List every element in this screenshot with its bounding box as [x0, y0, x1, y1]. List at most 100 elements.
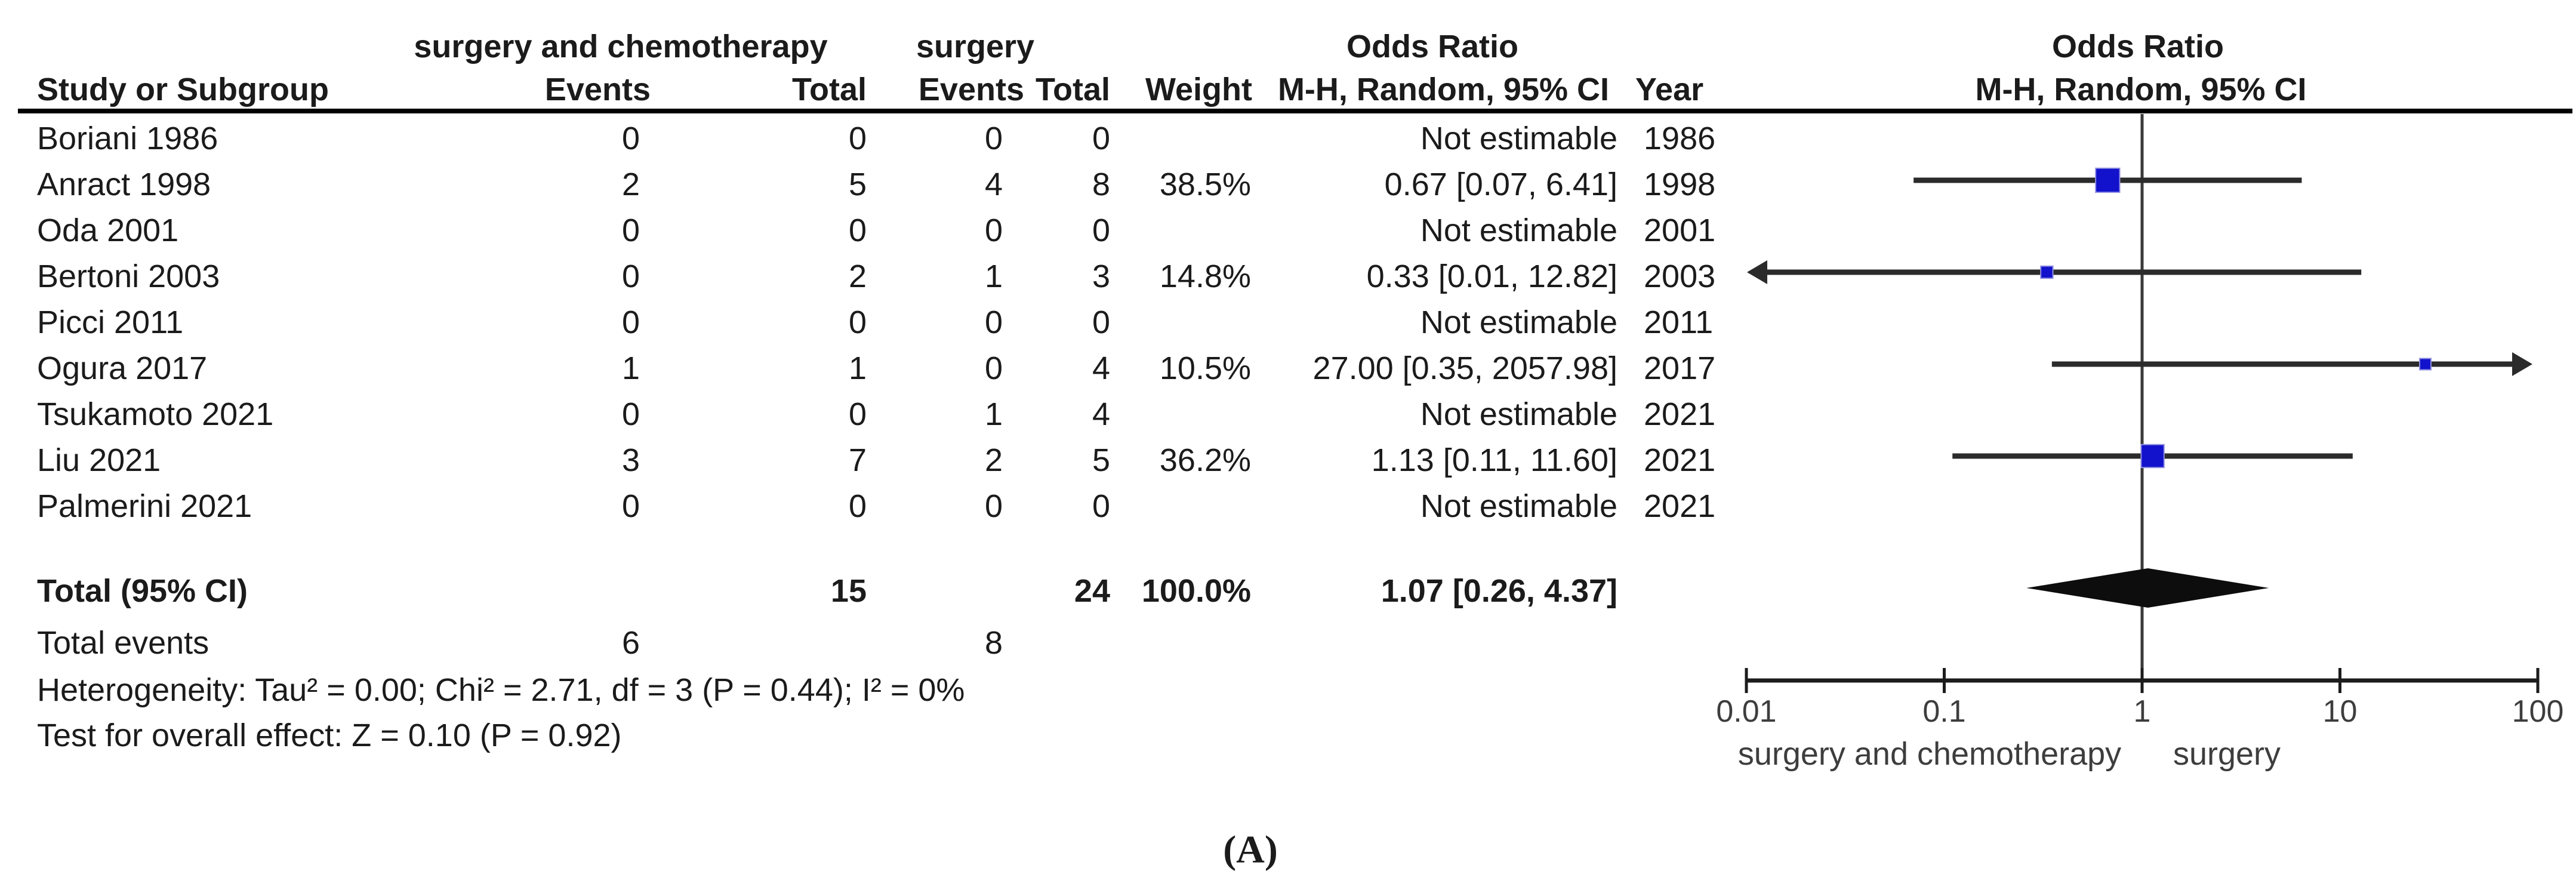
- cell-study-name: Liu 2021: [37, 442, 161, 478]
- effect-square-2: [2418, 358, 2432, 371]
- cell-events1: 0: [621, 121, 640, 156]
- cell-or-ci: 1.13 [0.11, 11.60]: [1371, 442, 1617, 478]
- cell-or-ci: Not estimable: [1420, 396, 1617, 432]
- cell-events2: 0: [984, 121, 1003, 156]
- subheader-mh-ci-plot: M-H, Random, 95% CI: [1975, 72, 2307, 107]
- cell-study-name: Oda 2001: [37, 213, 179, 248]
- clip-arrow-right-icon: [2512, 352, 2532, 376]
- cell-weight: 36.2%: [1159, 442, 1251, 478]
- x-tick-label: 10: [2322, 694, 2358, 729]
- effect-square-3: [2140, 444, 2165, 469]
- cell-events1: 0: [621, 396, 640, 432]
- total-events-group2: 8: [984, 625, 1003, 661]
- overall-effect-text: Test for overall effect: Z = 0.10 (P = 0…: [37, 718, 622, 753]
- cell-total2: 4: [1092, 396, 1110, 432]
- cell-study-name: Boriani 1986: [37, 121, 218, 156]
- clip-arrow-left-icon: [1747, 260, 1767, 284]
- cell-events1: 0: [621, 213, 640, 248]
- cell-events2: 0: [984, 488, 1003, 524]
- heterogeneity-text: Heterogeneity: Tau² = 0.00; Chi² = 2.71,…: [37, 672, 965, 708]
- cell-total2: 4: [1092, 350, 1110, 386]
- total-events-label: Total events: [37, 625, 209, 661]
- cell-total1: 0: [848, 121, 867, 156]
- x-tick-label: 100: [2512, 694, 2564, 729]
- cell-or-ci: 0.67 [0.07, 6.41]: [1384, 167, 1617, 202]
- cell-events2: 1: [984, 396, 1003, 432]
- cell-events1: 0: [621, 488, 640, 524]
- cell-total1: 0: [848, 396, 867, 432]
- cell-weight: 10.5%: [1159, 350, 1251, 386]
- cell-total1: 1: [848, 350, 867, 386]
- cell-year: 2021: [1644, 396, 1716, 432]
- cell-year: 2021: [1644, 442, 1716, 478]
- cell-total1: 2: [848, 258, 867, 294]
- group2-header: surgery: [916, 29, 1035, 64]
- cell-events1: 3: [621, 442, 640, 478]
- subheader-weight: Weight: [1145, 72, 1252, 107]
- cell-events1: 0: [621, 304, 640, 340]
- summary-diamond: [2026, 568, 2269, 608]
- cell-study-name: Bertoni 2003: [37, 258, 220, 294]
- plot-column-header: Odds Ratio: [2051, 29, 2224, 64]
- cell-year: 1986: [1644, 121, 1716, 156]
- cell-events1: 0: [621, 258, 640, 294]
- x-tick-label: 0.1: [1922, 694, 1966, 729]
- x-tick-label: 0.01: [1716, 694, 1777, 729]
- header-rule: [18, 109, 2572, 113]
- axis-footer-left: surgery and chemotherapy: [1737, 736, 2122, 772]
- subheader-total2: Total: [1036, 72, 1110, 107]
- total-row-label: Total (95% CI): [37, 573, 248, 609]
- cell-year: 2021: [1644, 488, 1716, 524]
- effect-square-1: [2040, 265, 2054, 279]
- x-tick-label: 1: [2133, 694, 2151, 729]
- cell-or-ci: 0.33 [0.01, 12.82]: [1366, 258, 1617, 294]
- effect-square-0: [2095, 167, 2121, 193]
- cell-events2: 0: [984, 213, 1003, 248]
- cell-total2: 3: [1092, 258, 1110, 294]
- cell-total1: 7: [848, 442, 867, 478]
- panel-caption: (A): [1223, 828, 1278, 872]
- cell-year: 1998: [1644, 167, 1716, 202]
- cell-total1: 0: [848, 213, 867, 248]
- cell-or-ci: Not estimable: [1420, 304, 1617, 340]
- total-row-or-ci: 1.07 [0.26, 4.37]: [1381, 573, 1617, 609]
- subheader-total1: Total: [792, 72, 867, 107]
- cell-study-name: Tsukamoto 2021: [37, 396, 274, 432]
- cell-year: 2017: [1644, 350, 1716, 386]
- cell-events1: 2: [621, 167, 640, 202]
- cell-events2: 2: [984, 442, 1003, 478]
- group1-header: surgery and chemotherapy: [414, 29, 828, 64]
- cell-study-name: Palmerini 2021: [37, 488, 252, 524]
- cell-or-ci: Not estimable: [1420, 488, 1617, 524]
- cell-or-ci: Not estimable: [1420, 121, 1617, 156]
- subheader-events2: Events: [918, 72, 1024, 107]
- cell-total2: 8: [1092, 167, 1110, 202]
- cell-total2: 0: [1092, 304, 1110, 340]
- cell-total1: 0: [848, 488, 867, 524]
- cell-year: 2003: [1644, 258, 1716, 294]
- cell-events2: 4: [984, 167, 1003, 202]
- cell-total1: 0: [848, 304, 867, 340]
- total-row-weight: 100.0%: [1141, 573, 1251, 609]
- cell-year: 2011: [1644, 304, 1714, 340]
- cell-weight: 38.5%: [1159, 167, 1251, 202]
- cell-events1: 1: [621, 350, 640, 386]
- cell-study-name: Ogura 2017: [37, 350, 208, 386]
- cell-or-ci: Not estimable: [1420, 213, 1617, 248]
- or-column-header: Odds Ratio: [1346, 29, 1519, 64]
- cell-study-name: Anract 1998: [37, 167, 211, 202]
- axis-footer-right: surgery: [2173, 736, 2281, 772]
- cell-weight: 14.8%: [1159, 258, 1251, 294]
- total-events-group1: 6: [621, 625, 640, 661]
- cell-total2: 0: [1092, 488, 1110, 524]
- cell-total1: 5: [848, 167, 867, 202]
- cell-events2: 0: [984, 350, 1003, 386]
- cell-total2: 0: [1092, 121, 1110, 156]
- subheader-year: Year: [1635, 72, 1704, 107]
- cell-events2: 1: [984, 258, 1003, 294]
- cell-total2: 5: [1092, 442, 1110, 478]
- subheader-study: Study or Subgroup: [37, 72, 329, 107]
- cell-events2: 0: [984, 304, 1003, 340]
